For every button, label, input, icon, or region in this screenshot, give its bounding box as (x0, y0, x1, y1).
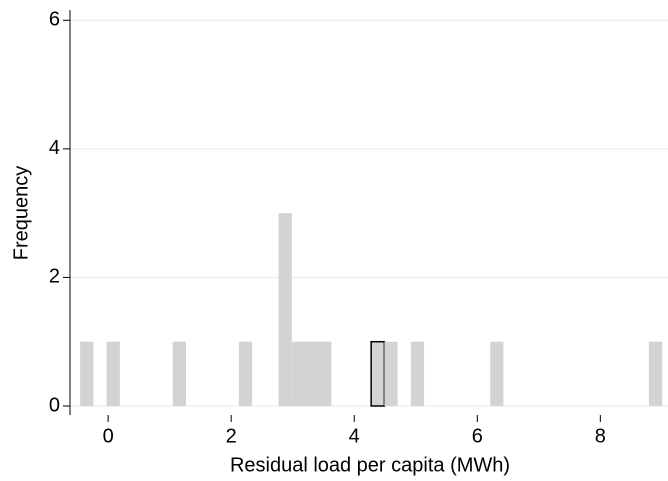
bar (291, 341, 306, 406)
x-tick-label: 6 (472, 425, 483, 447)
y-tick-label: 2 (49, 266, 60, 288)
bar (238, 341, 253, 406)
bar (172, 341, 186, 406)
bar (80, 341, 94, 406)
bar (648, 341, 663, 406)
bar (384, 341, 398, 406)
bar (410, 341, 425, 406)
bar (305, 341, 319, 406)
bar (106, 341, 120, 406)
bar (490, 341, 504, 406)
bar (318, 341, 332, 406)
x-tick-label: 8 (595, 425, 606, 447)
y-axis-title: Frequency (10, 166, 32, 261)
y-tick-label: 0 (49, 394, 60, 416)
y-tick-label: 6 (49, 9, 60, 31)
bar (278, 213, 292, 406)
x-tick-label: 0 (103, 425, 114, 447)
x-tick-label: 4 (349, 425, 360, 447)
bar (370, 340, 386, 407)
x-tick-label: 2 (226, 425, 237, 447)
y-tick-label: 4 (49, 137, 60, 159)
x-axis-title: Residual load per capita (MWh) (230, 454, 510, 476)
